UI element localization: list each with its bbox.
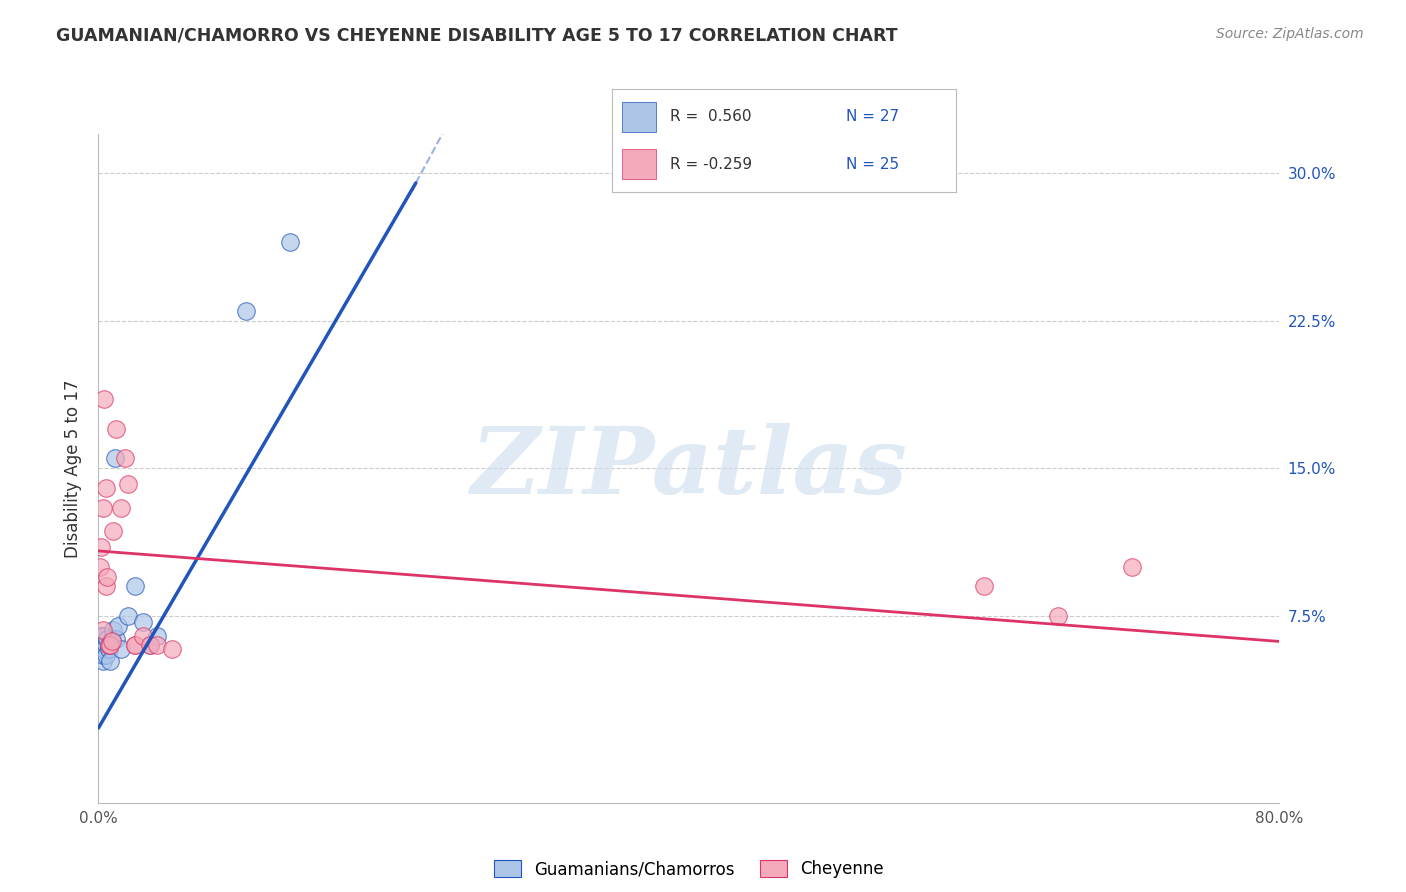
Point bbox=[98, 654, 121, 668]
Point bbox=[146, 628, 169, 642]
Point bbox=[100, 634, 122, 648]
Point bbox=[114, 451, 136, 466]
Point bbox=[235, 304, 257, 318]
Point bbox=[93, 628, 115, 642]
Text: R = -0.259: R = -0.259 bbox=[671, 157, 752, 171]
Point bbox=[1121, 559, 1143, 574]
Point bbox=[146, 639, 169, 653]
Point bbox=[89, 634, 111, 648]
Point bbox=[117, 477, 139, 491]
Point bbox=[117, 608, 139, 623]
Point bbox=[124, 639, 146, 653]
Point bbox=[94, 579, 117, 593]
Point bbox=[124, 639, 146, 653]
Point bbox=[139, 639, 162, 653]
Legend: Guamanians/Chamorros, Cheyenne: Guamanians/Chamorros, Cheyenne bbox=[488, 854, 890, 885]
Point bbox=[94, 639, 117, 653]
Text: GUAMANIAN/CHAMORRO VS CHEYENNE DISABILITY AGE 5 TO 17 CORRELATION CHART: GUAMANIAN/CHAMORRO VS CHEYENNE DISABILIT… bbox=[56, 27, 898, 45]
Y-axis label: Disability Age 5 to 17: Disability Age 5 to 17 bbox=[65, 379, 83, 558]
Point bbox=[103, 623, 125, 637]
Point bbox=[100, 632, 122, 647]
Point bbox=[91, 648, 114, 663]
Point bbox=[132, 615, 155, 629]
Point bbox=[107, 618, 129, 632]
Point bbox=[97, 639, 120, 653]
Point bbox=[90, 540, 112, 554]
Point bbox=[105, 632, 128, 647]
Point bbox=[91, 623, 114, 637]
Text: ZIPatlas: ZIPatlas bbox=[471, 424, 907, 513]
Point bbox=[98, 639, 121, 653]
Point bbox=[1046, 608, 1069, 623]
Point bbox=[110, 642, 132, 657]
Point bbox=[96, 569, 118, 583]
Point bbox=[110, 500, 132, 515]
Point bbox=[139, 639, 162, 653]
Point bbox=[91, 654, 114, 668]
Point bbox=[97, 639, 120, 653]
Point bbox=[124, 579, 146, 593]
Text: N = 27: N = 27 bbox=[846, 110, 898, 124]
Point bbox=[89, 559, 111, 574]
Text: Source: ZipAtlas.com: Source: ZipAtlas.com bbox=[1216, 27, 1364, 41]
Point bbox=[94, 648, 117, 663]
Point bbox=[91, 500, 114, 515]
Point bbox=[104, 451, 127, 466]
Text: N = 25: N = 25 bbox=[846, 157, 898, 171]
FancyBboxPatch shape bbox=[621, 102, 657, 132]
Point bbox=[162, 642, 183, 657]
Point bbox=[90, 628, 112, 642]
Point bbox=[93, 642, 115, 657]
Text: R =  0.560: R = 0.560 bbox=[671, 110, 752, 124]
Point bbox=[973, 579, 995, 593]
Point bbox=[105, 422, 128, 436]
Point bbox=[93, 392, 115, 407]
FancyBboxPatch shape bbox=[621, 149, 657, 179]
Point bbox=[91, 639, 114, 653]
Point bbox=[278, 235, 302, 249]
Point bbox=[97, 642, 120, 657]
Point bbox=[103, 524, 125, 539]
Point bbox=[90, 642, 112, 657]
Point bbox=[132, 628, 155, 642]
Point bbox=[96, 632, 118, 647]
Point bbox=[94, 481, 117, 495]
